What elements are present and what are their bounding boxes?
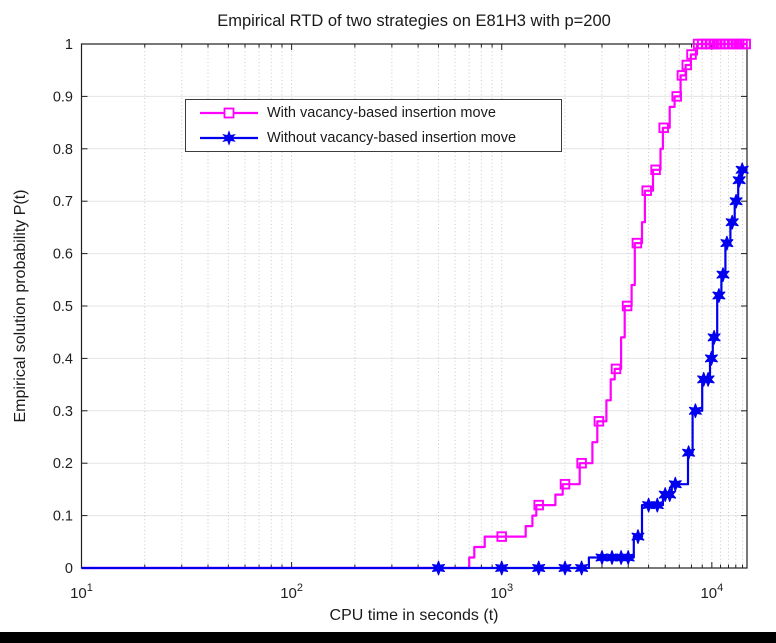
legend-label: With vacancy-based insertion move <box>267 105 496 121</box>
y-axis-label: Empirical solution probability P(t) <box>12 189 29 423</box>
svg-text:0.3: 0.3 <box>53 404 73 420</box>
svg-text:0.6: 0.6 <box>53 247 73 263</box>
svg-text:102: 102 <box>280 582 303 602</box>
svg-text:1: 1 <box>65 37 73 53</box>
svg-text:104: 104 <box>700 582 723 602</box>
series-markers-1 <box>432 162 749 576</box>
series-line-1 <box>81 168 747 570</box>
x-tick-labels: 101 102 103 104 <box>70 582 723 602</box>
y-tick-labels: 0 0.1 0.2 0.3 0.4 0.5 0.6 0.7 0.8 0.9 1 <box>53 37 73 577</box>
legend-item-with-vacancy: With vacancy-based insertion move <box>198 101 561 126</box>
legend-line-star-icon <box>200 130 258 146</box>
svg-text:0.9: 0.9 <box>53 89 73 105</box>
legend-label: Without vacancy-based insertion move <box>267 130 517 146</box>
chart-title: Empirical RTD of two strategies on E81H3… <box>217 12 611 30</box>
svg-text:0.8: 0.8 <box>53 142 73 158</box>
bottom-black-bar <box>0 632 776 643</box>
y-gridlines <box>81 95 747 517</box>
x-axis-label: CPU time in seconds (t) <box>329 607 499 624</box>
svg-text:0.1: 0.1 <box>53 509 73 525</box>
legend: With vacancy-based insertion move Withou… <box>185 99 562 152</box>
legend-item-without-vacancy: Without vacancy-based insertion move <box>198 126 561 151</box>
legend-line-square-icon <box>200 107 258 119</box>
svg-text:101: 101 <box>70 582 93 602</box>
svg-text:0.4: 0.4 <box>53 351 73 367</box>
series-markers-0 <box>496 38 751 542</box>
svg-text:0.7: 0.7 <box>53 194 73 210</box>
series-line-0 <box>81 42 747 570</box>
svg-text:0.2: 0.2 <box>53 456 73 472</box>
svg-text:0: 0 <box>65 561 73 577</box>
svg-text:0.5: 0.5 <box>53 299 73 315</box>
svg-text:103: 103 <box>490 582 513 602</box>
